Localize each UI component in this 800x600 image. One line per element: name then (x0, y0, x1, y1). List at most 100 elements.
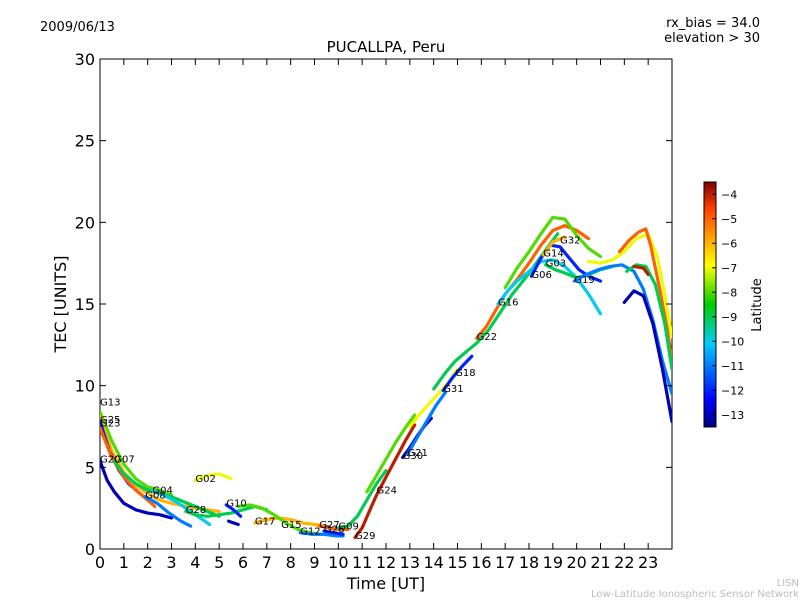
footer-org-short: LISN (777, 578, 799, 589)
tec-series-17 (322, 529, 345, 536)
satellite-label: G02 (195, 474, 215, 485)
x-tick-label: 15 (447, 553, 467, 572)
tec-series-11 (224, 503, 243, 518)
x-tick-label: 3 (166, 553, 176, 572)
x-tick-label: 17 (495, 553, 515, 572)
tec-series-18 (336, 469, 388, 530)
x-tick-label: 18 (519, 553, 539, 572)
satellite-label: G25 (100, 415, 120, 426)
y-tick-label: 25 (75, 132, 95, 151)
elevation-label: elevation > 30 (664, 31, 760, 46)
colorbar-tick-label: −5 (721, 213, 737, 226)
colorbar-ticks: −4 −5 −6 −7 −8 −9 −10 −11 −12 −13 (712, 188, 744, 422)
satellite-label: G21 (407, 448, 427, 459)
x-tick-label: 0 (95, 553, 105, 572)
y-tick-label: 30 (75, 50, 95, 69)
colorbar-tick-label: −7 (721, 262, 737, 275)
y-tick-label: 15 (75, 295, 95, 314)
rx-bias-label: rx_bias = 34.0 (666, 16, 760, 31)
x-tick-label: 22 (614, 553, 634, 572)
tec-series-35 (622, 289, 672, 424)
y-tick-label: 5 (85, 458, 95, 477)
satellite-label: G03 (546, 258, 566, 269)
y-tick-label: 10 (75, 377, 95, 396)
colorbar-tick-label: −12 (721, 384, 744, 397)
satellite-label: G06 (531, 270, 551, 281)
x-tick-label: 13 (400, 553, 420, 572)
tec-series-30 (541, 235, 567, 257)
chart-title: PUCALLPA, Peru (327, 38, 446, 56)
tec-series-2 (100, 415, 221, 513)
tec-series-33 (587, 232, 672, 339)
x-tick-label: 5 (214, 553, 224, 572)
x-tick-label: 1 (119, 553, 129, 572)
tec-series-27 (496, 258, 603, 316)
x-tick-label: 23 (638, 553, 658, 572)
tec-series-28 (503, 215, 603, 290)
x-tick-label: 10 (328, 553, 348, 572)
y-axis-label: TEC [UNITS] (51, 256, 70, 354)
x-tick-label: 6 (238, 553, 248, 572)
x-tick-label: 9 (309, 553, 319, 572)
satellite-label: G09 (338, 521, 358, 532)
colorbar-tick-label: −11 (721, 360, 744, 373)
satellite-label: G20 (100, 454, 120, 465)
satellite-label: G23 (100, 419, 120, 430)
y-tick-label: 20 (75, 213, 95, 232)
satellite-label: G16 (498, 298, 518, 309)
satellite-label: G27 (319, 520, 339, 531)
colorbar-tick-label: −4 (721, 188, 737, 201)
satellite-label: G18 (455, 368, 475, 379)
satellite-label: G19 (574, 275, 594, 286)
footer-org-long: Low-Latitude Ionospheric Sensor Network (591, 589, 799, 600)
satellite-label: G15 (281, 520, 301, 531)
y-tick-label: 0 (85, 540, 95, 559)
x-tick-label: 11 (352, 553, 372, 572)
tec-series-7 (150, 488, 212, 527)
x-tick-label: 4 (190, 553, 200, 572)
tec-series-12 (227, 519, 240, 527)
x-tick-label: 12 (376, 553, 396, 572)
tec-series-9 (193, 472, 233, 482)
satellite-label: G13 (100, 397, 120, 408)
tec-series-15 (298, 531, 345, 538)
tec-series-1 (100, 410, 174, 497)
tec-series-4 (100, 426, 157, 509)
satellite-label: G26 (324, 525, 344, 536)
tec-series-20 (365, 413, 417, 494)
x-tick-label: 7 (262, 553, 272, 572)
tec-series-layer (100, 215, 672, 540)
tec-series-22 (405, 390, 448, 456)
colorbar-tick-label: −13 (721, 409, 744, 422)
tec-series-37 (632, 264, 650, 277)
satellite-label: G22 (477, 332, 497, 343)
tec-series-8 (143, 495, 193, 528)
satellite-label: G29 (355, 531, 375, 542)
x-tick-label: 14 (423, 553, 443, 572)
satellite-label: G12 (300, 526, 320, 537)
tec-series-19 (353, 423, 417, 540)
x-tick-label: 16 (471, 553, 491, 572)
satellite-label: G04 (152, 485, 172, 496)
tec-series-24 (441, 354, 474, 393)
satellite-label: G10 (226, 499, 246, 510)
x-tick-label: 8 (286, 553, 296, 572)
tec-series-13 (253, 516, 328, 528)
colorbar-tick-label: −9 (721, 311, 737, 324)
satellite-label: G31 (443, 384, 463, 395)
colorbar-tick-label: −10 (721, 335, 744, 348)
satellite-label: G08 (145, 490, 165, 501)
tec-series-5 (100, 459, 174, 520)
colorbar-label: Latitude (750, 278, 765, 332)
satellite-label: G24 (376, 485, 396, 496)
satellite-label: G17 (255, 517, 275, 528)
x-tick-label: 20 (566, 553, 586, 572)
satellite-label: G32 (560, 236, 580, 247)
satellite-label: G14 (543, 249, 563, 260)
colorbar-tick-label: −6 (721, 237, 737, 250)
x-axis-label: Time [UT] (346, 574, 425, 593)
satellite-label: G28 (186, 505, 206, 516)
satellite-label: G30 (403, 451, 423, 462)
